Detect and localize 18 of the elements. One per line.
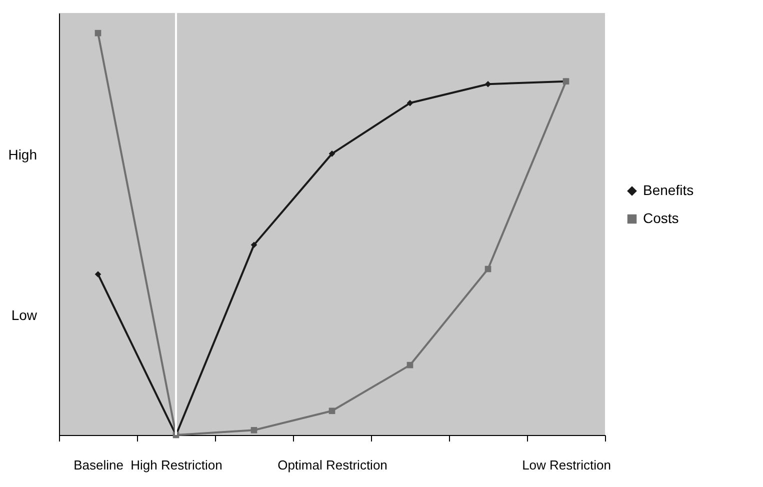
legend-label: Benefits [643,182,694,198]
point [250,427,258,434]
point [406,362,414,368]
text: High [8,146,37,162]
point [484,80,492,88]
point [250,242,258,248]
text: Low [11,306,38,323]
x-tick-label: Optimal Restriction [278,458,388,472]
point [484,266,492,272]
x-tick-label: High Restriction [130,458,222,472]
point [94,271,102,278]
x-tick-label: Low Restriction [522,458,611,472]
legend-label: Costs [643,210,679,226]
point [406,100,414,106]
x-tick-label: Baseline [74,458,124,472]
point [328,408,336,414]
point [328,150,336,157]
point [94,30,102,36]
